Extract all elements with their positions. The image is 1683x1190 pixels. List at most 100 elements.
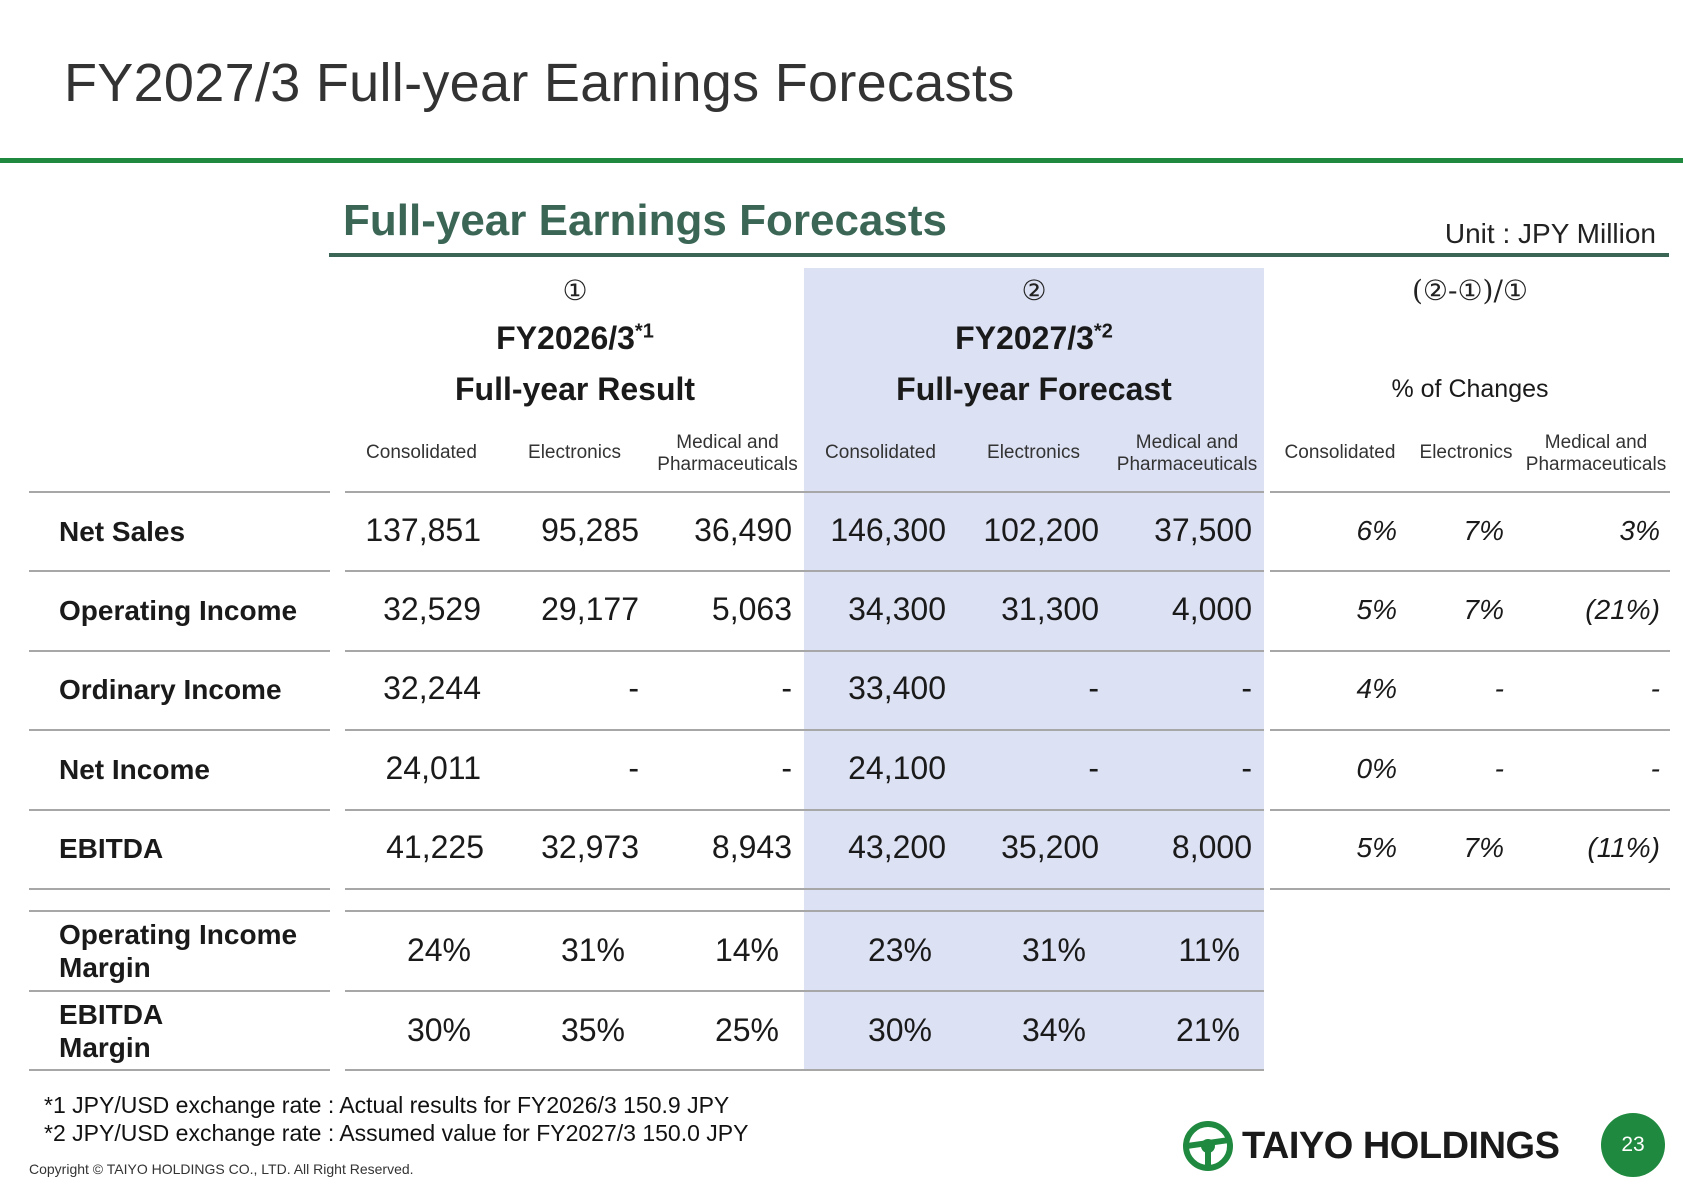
table-cell: -: [781, 750, 792, 786]
table-rule: [345, 570, 1264, 572]
table-cell: -: [1088, 670, 1099, 706]
table-cell: 24%: [406, 932, 471, 968]
row-label-net-income: Net Income: [59, 754, 210, 785]
forecast-marker: ②: [1021, 274, 1047, 307]
row-label-operating-income-margin: Operating Income Margin: [59, 919, 298, 983]
table-cell: 31%: [1021, 932, 1086, 968]
col-change-consolidated: Consolidated: [1284, 442, 1396, 463]
table-rule: [345, 990, 1264, 992]
row-label-operating-income: Operating Income: [59, 595, 298, 626]
table-cell: -: [1241, 670, 1252, 706]
col-result-consolidated: Consolidated: [366, 442, 477, 463]
table-cell: 32,973: [541, 829, 639, 865]
table-rule: [1270, 570, 1670, 572]
table-cell: 35,200: [1001, 829, 1099, 865]
table-cell: 3%: [1619, 515, 1660, 546]
row-label-ebitda-margin: EBITDA Margin: [59, 999, 164, 1063]
table-rule: [345, 809, 1264, 811]
table-rule: [345, 888, 1264, 890]
table-cell: 5%: [1356, 594, 1397, 625]
forecast-highlight-panel: [804, 268, 1264, 1069]
row-label-ordinary-income: Ordinary Income: [59, 674, 282, 705]
table-cell: 43,200: [848, 829, 946, 865]
table-cell: 34%: [1021, 1012, 1086, 1048]
table-cell: 24,011: [385, 750, 482, 786]
table-cell: -: [1494, 673, 1504, 704]
page-title: FY2027/3 Full-year Earnings Forecasts: [64, 53, 1015, 113]
table-cell: 29,177: [541, 591, 639, 627]
col-result-electronics: Electronics: [528, 442, 621, 463]
table-rule: [29, 809, 330, 811]
table-cell: -: [628, 750, 639, 786]
table-cell: (21%): [1585, 594, 1660, 625]
table-cell: 137,851: [365, 512, 481, 548]
table-cell: -: [1494, 753, 1504, 784]
change-marker: (②-①)/①: [1411, 274, 1529, 307]
result-period: FY2026/3*1: [496, 320, 654, 356]
table-cell: 25%: [714, 1012, 779, 1048]
table-cell: 31%: [560, 932, 625, 968]
page-number-badge: 23: [1601, 1113, 1665, 1177]
table-rule: [29, 910, 330, 912]
table-rule: [345, 729, 1264, 731]
table-rule: [29, 888, 330, 890]
table-cell: 41,225: [386, 829, 484, 865]
table-rule: [1270, 729, 1670, 731]
table-cell: 37,500: [1154, 512, 1252, 548]
section-title: Full-year Earnings Forecasts: [343, 196, 947, 245]
table-cell: 0%: [1356, 753, 1397, 784]
table-cell: 8,943: [711, 829, 792, 865]
table-rule: [29, 729, 330, 731]
table-rule: [1270, 888, 1670, 890]
table-cell: 5%: [1356, 832, 1397, 863]
table-rule: [1270, 809, 1670, 811]
table-cell: -: [781, 670, 792, 706]
row-label-net-sales: Net Sales: [59, 516, 186, 547]
result-marker: ①: [562, 274, 588, 307]
row-label-ebitda: EBITDA: [59, 833, 164, 864]
company-logo: TAIYO HOLDINGS: [1182, 1118, 1560, 1174]
table-cell: 4,000: [1171, 591, 1252, 627]
table-cell: 7%: [1463, 832, 1504, 863]
table-cell: 34,300: [848, 591, 946, 627]
table-cell: -: [1650, 753, 1660, 784]
table-cell: 33,400: [848, 670, 946, 706]
table-rule: [345, 650, 1264, 652]
table-rule: [29, 491, 330, 493]
table-rule: [1270, 491, 1670, 493]
table-rule: [29, 990, 330, 992]
table-rule: [1270, 650, 1670, 652]
forecast-subtitle: Full-year Forecast: [896, 371, 1172, 407]
col-forecast-medical: Medical and Pharmaceuticals: [1116, 432, 1258, 475]
table-cell: 31,300: [1001, 591, 1099, 627]
table-cell: 11%: [1178, 932, 1240, 968]
table-rule: [345, 1069, 1264, 1071]
footnote-2: *2 JPY/USD exchange rate : Assumed value…: [44, 1120, 749, 1146]
table-cell: 102,200: [983, 512, 1099, 548]
unit-label: Unit : JPY Million: [1444, 218, 1656, 249]
table-cell: 6%: [1356, 515, 1397, 546]
table-rule: [345, 910, 1264, 912]
table-cell: 24,100: [848, 750, 946, 786]
table-cell: 7%: [1463, 594, 1504, 625]
table-cell: -: [1241, 750, 1252, 786]
table-cell: 5,063: [711, 591, 792, 627]
footnote-1: *1 JPY/USD exchange rate : Actual result…: [44, 1092, 730, 1118]
copyright: Copyright © TAIYO HOLDINGS CO., LTD. All…: [29, 1161, 414, 1177]
table-cell: 21%: [1175, 1012, 1240, 1048]
table-cell: -: [1088, 750, 1099, 786]
table-cell: 8,000: [1171, 829, 1252, 865]
table-cell: 32,244: [383, 670, 481, 706]
table-cell: -: [1650, 673, 1660, 704]
taiyo-logo-icon: [1183, 1121, 1233, 1171]
table-cell: 32,529: [383, 591, 481, 627]
col-result-medical: Medical and Pharmaceuticals: [657, 432, 798, 475]
forecast-period: FY2027/3*2: [955, 320, 1113, 356]
table-cell: 4%: [1356, 673, 1397, 704]
result-subtitle: Full-year Result: [454, 371, 696, 407]
col-forecast-consolidated: Consolidated: [825, 442, 936, 463]
table-cell: 36,490: [694, 512, 792, 548]
table-cell: 14%: [714, 932, 779, 968]
table-cell: -: [628, 670, 639, 706]
table-rule: [29, 570, 330, 572]
